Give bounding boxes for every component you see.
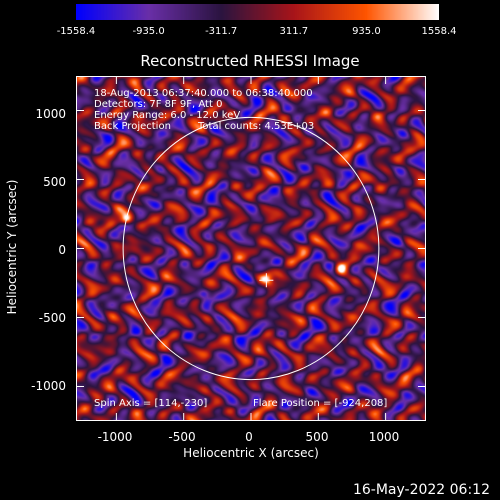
heatmap-image: [76, 76, 426, 421]
annotation-flare-position: Flare Position = [-924,208]: [253, 398, 388, 409]
x-tick-label: -500: [168, 430, 196, 444]
colorbar: [76, 4, 439, 20]
colorbar-tick: 311.7: [279, 26, 309, 37]
annotation-energy: Energy Range: 6.0 - 12.0 keV: [94, 110, 241, 121]
y-axis-label: Heliocentric Y (arcsec): [5, 179, 19, 315]
y-tick-label: 1000: [35, 107, 66, 121]
annotation-counts: Total counts: 4.53E+03: [198, 121, 315, 132]
colorbar-tick: 935.0: [352, 26, 381, 37]
y-tick-label: 500: [43, 175, 66, 189]
x-tick-label: -1000: [97, 430, 133, 444]
annotation-spin-axis: Spin Axis = [114,-230]: [94, 398, 208, 409]
footer-timestamp: 16-May-2022 06:12: [352, 482, 490, 498]
colorbar-tick: -935.0: [132, 26, 165, 37]
y-tick-label: 0: [58, 243, 66, 257]
y-tick-label: -500: [38, 311, 66, 325]
plot-overlay: [76, 76, 426, 421]
plot-area: 18-Aug-2013 06:37:40.000 to 06:38:40.000…: [76, 76, 426, 421]
x-axis-label: Heliocentric X (arcsec): [183, 446, 319, 460]
colorbar-tick: -311.7: [205, 26, 238, 37]
annotation-detectors: Detectors: 7F 8F 9F, Att 0: [94, 99, 223, 110]
annotation-time: 18-Aug-2013 06:37:40.000 to 06:38:40.000: [94, 88, 313, 99]
x-tick-label: 500: [305, 430, 329, 444]
annotation-method: Back Projection: [94, 121, 171, 132]
colorbar-tick: -1558.4: [56, 26, 96, 37]
chart-title: Reconstructed RHESSI Image: [140, 52, 360, 70]
y-tick-label: -1000: [31, 379, 66, 393]
colorbar-tick: 1558.4: [421, 26, 457, 37]
x-tick-label: 1000: [368, 430, 400, 444]
x-tick-label: 0: [245, 430, 253, 444]
solar-limb-circle: [122, 116, 380, 381]
